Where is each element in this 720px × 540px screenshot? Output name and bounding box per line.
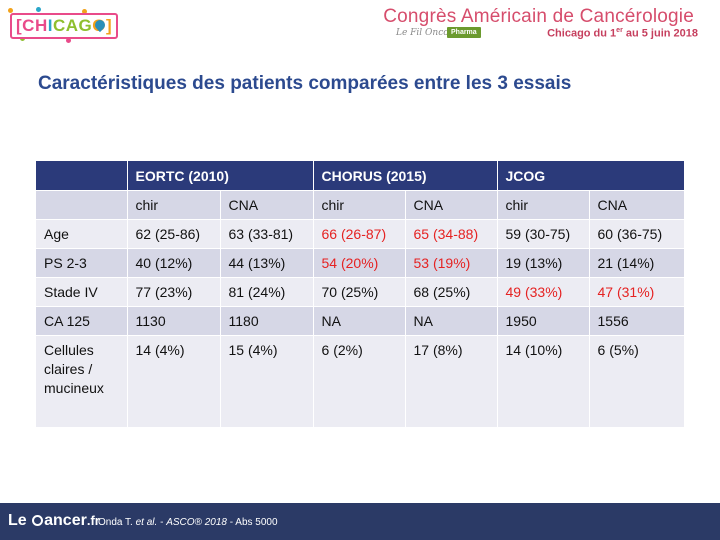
table-cell: 1556 xyxy=(589,306,685,336)
confetti-dot xyxy=(8,8,13,13)
row-label: Stade IV xyxy=(36,277,128,307)
table-cell: 70 (25%) xyxy=(313,277,406,307)
table-cell: 44 (13%) xyxy=(220,248,314,278)
slide-title: Caractéristiques des patients comparées … xyxy=(38,73,572,94)
subheader-empty-cell xyxy=(36,190,128,220)
confetti-dot xyxy=(66,38,71,43)
header-trial-chorus: CHORUS (2015) xyxy=(313,161,498,191)
subheader-cell: chir xyxy=(127,190,221,220)
table-cell-highlight: 66 (26-87) xyxy=(313,219,406,249)
table-cell: NA xyxy=(405,306,498,336)
table-cell: 19 (13%) xyxy=(497,248,590,278)
table-cell: 40 (12%) xyxy=(127,248,221,278)
subheader-cell: CNA xyxy=(220,190,314,220)
confetti-dot xyxy=(82,9,87,14)
header-empty-cell xyxy=(36,161,128,191)
table-cell: 1950 xyxy=(497,306,590,336)
pharma-badge: Pharma xyxy=(447,27,481,38)
table-cell: 59 (30-75) xyxy=(497,219,590,249)
table-cell: 15 (4%) xyxy=(220,335,314,428)
confetti-dot xyxy=(36,7,41,12)
lecancer-logo: Le ancer.fr xyxy=(8,512,100,529)
table-cell: 6 (2%) xyxy=(313,335,406,428)
table-cell: 17 (8%) xyxy=(405,335,498,428)
table-cell: 68 (25%) xyxy=(405,277,498,307)
c-ring-icon xyxy=(32,515,44,526)
subheader-cell: CNA xyxy=(405,190,498,220)
table-cell: 77 (23%) xyxy=(127,277,221,307)
table-header-row: EORTC (2010) CHORUS (2015) JCOG xyxy=(36,161,685,191)
chicago-logo: [CHICAGO] xyxy=(6,6,119,44)
table-cell: 81 (24%) xyxy=(220,277,314,307)
table-cell: 14 (4%) xyxy=(127,335,221,428)
row-label: Cellules claires / mucineux xyxy=(36,335,128,428)
row-label: Age xyxy=(36,219,128,249)
table-cell: 60 (36-75) xyxy=(589,219,685,249)
row-label: PS 2-3 xyxy=(36,248,128,278)
congress-title: Congrès Américain de Cancérologie xyxy=(383,6,694,27)
subheader-cell: CNA xyxy=(589,190,685,220)
table-cell: 62 (25-86) xyxy=(127,219,221,249)
partner-logo: Le Fil Onco xyxy=(396,28,449,38)
table-cell: NA xyxy=(313,306,406,336)
header-subline: Le Fil Onco Pharma Chicago du 1er au 5 j… xyxy=(388,27,698,43)
table-subheader-row: chir CNA chir CNA chir CNA xyxy=(36,190,685,220)
table-row-age: Age 62 (25-86) 63 (33-81) 66 (26-87) 65 … xyxy=(36,219,685,249)
table-row-ca125: CA 125 1130 1180 NA NA 1950 1556 xyxy=(36,306,685,336)
header: [CHICAGO] Congrès Américain de Cancérolo… xyxy=(0,0,720,48)
table-row-ps: PS 2-3 40 (12%) 44 (13%) 54 (20%) 53 (19… xyxy=(36,248,685,278)
congress-dates: Chicago du 1er au 5 juin 2018 xyxy=(547,27,698,40)
table-cell: 14 (10%) xyxy=(497,335,590,428)
footer: Le ancer.fr Onda T. et al. - ASCO® 2018 … xyxy=(0,503,720,540)
table-cell: 21 (14%) xyxy=(589,248,685,278)
table-cell: 63 (33-81) xyxy=(220,219,314,249)
table-cell: 6 (5%) xyxy=(589,335,685,428)
subheader-cell: chir xyxy=(313,190,406,220)
citation: Onda T. et al. - ASCO® 2018 - Abs 5000 xyxy=(98,517,278,528)
table-row-histology: Cellules claires / mucineux 14 (4%) 15 (4%… xyxy=(36,335,685,428)
row-label: CA 125 xyxy=(36,306,128,336)
table-cell-highlight: 65 (34-88) xyxy=(405,219,498,249)
table-cell: 1180 xyxy=(220,306,314,336)
table-cell: 1130 xyxy=(127,306,221,336)
table-cell-highlight: 47 (31%) xyxy=(589,277,685,307)
table-cell-highlight: 54 (20%) xyxy=(313,248,406,278)
table-cell-highlight: 49 (33%) xyxy=(497,277,590,307)
subheader-cell: chir xyxy=(497,190,590,220)
header-trial-eortc: EORTC (2010) xyxy=(127,161,314,191)
table-row-stage: Stade IV 77 (23%) 81 (24%) 70 (25%) 68 (… xyxy=(36,277,685,307)
patient-characteristics-table: EORTC (2010) CHORUS (2015) JCOG chir CNA… xyxy=(36,161,685,428)
header-trial-jcog: JCOG xyxy=(497,161,685,191)
table-cell-highlight: 53 (19%) xyxy=(405,248,498,278)
